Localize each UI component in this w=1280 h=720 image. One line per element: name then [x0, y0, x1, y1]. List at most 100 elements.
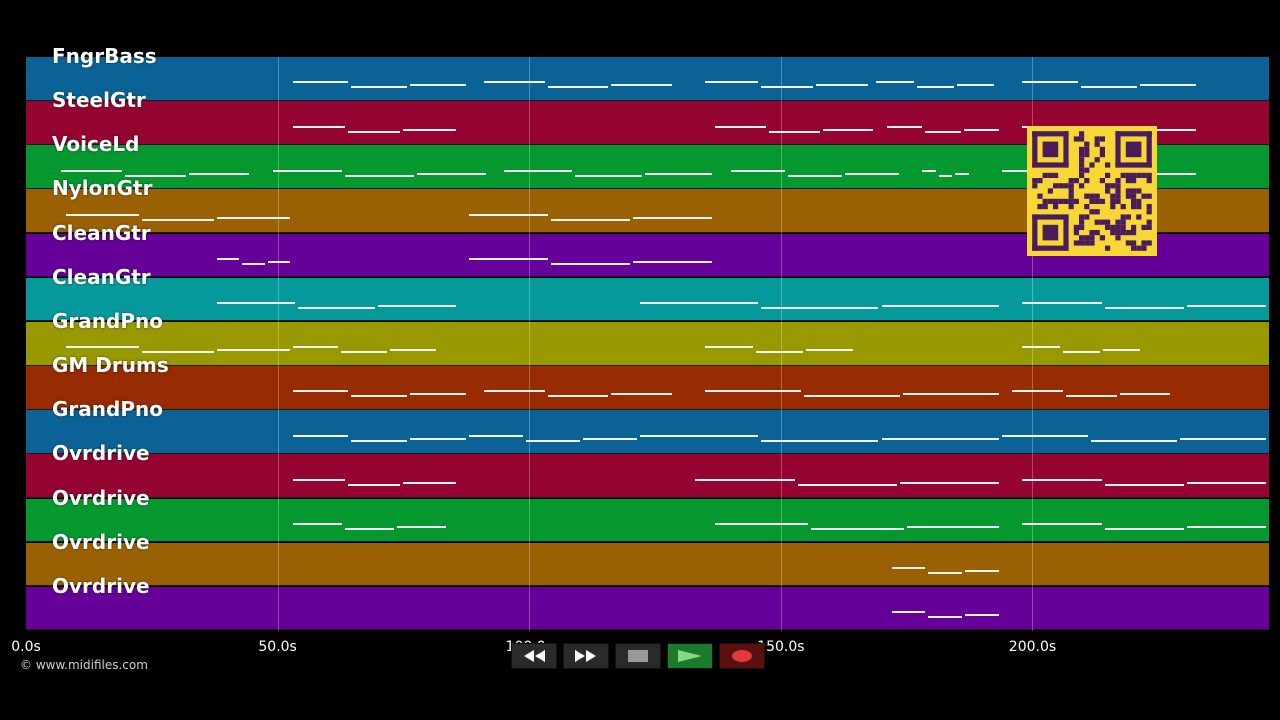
midi-note — [292, 434, 349, 437]
stop-button[interactable] — [615, 643, 661, 669]
midi-note — [1133, 172, 1196, 175]
midi-note — [1102, 349, 1141, 352]
track-label: FngrBass — [52, 44, 157, 68]
record-button[interactable] — [719, 643, 765, 669]
midi-note — [695, 478, 795, 481]
midi-note — [611, 393, 673, 396]
midi-note — [730, 169, 785, 172]
midi-note — [344, 174, 414, 177]
qr-code — [1027, 126, 1157, 256]
midi-note — [633, 216, 713, 219]
midi-note — [928, 616, 963, 619]
midi-note — [1139, 128, 1196, 131]
track-label: CleanGtr — [52, 264, 151, 289]
midi-note — [1139, 84, 1196, 87]
midi-note — [886, 125, 923, 128]
midi-note — [378, 305, 456, 308]
midi-note — [1186, 481, 1266, 484]
track-lane[interactable] — [26, 498, 1269, 543]
midi-note — [891, 611, 926, 614]
track-lane[interactable] — [26, 57, 1269, 101]
time-gridline — [1032, 57, 1034, 631]
time-tick-label: 50.0s — [258, 639, 297, 655]
track-lane[interactable] — [26, 542, 1269, 587]
midi-note — [916, 86, 954, 89]
midi-note — [1186, 305, 1266, 308]
time-tick-label: 200.0s — [1008, 639, 1057, 655]
midi-note — [611, 84, 673, 87]
midi-note — [1104, 483, 1184, 486]
midi-note — [891, 567, 926, 570]
midi-note — [351, 439, 408, 442]
midi-note — [242, 262, 265, 265]
midi-note — [217, 302, 295, 305]
midi-note — [396, 525, 446, 528]
midi-note — [705, 81, 758, 84]
midi-note — [1062, 351, 1100, 354]
stop-icon — [628, 650, 648, 662]
midi-note — [348, 483, 401, 486]
track-lane[interactable] — [26, 454, 1269, 498]
midi-note — [797, 483, 897, 486]
midi-note — [963, 128, 1000, 131]
play-button[interactable] — [667, 643, 713, 669]
track-lane[interactable] — [26, 586, 1269, 631]
midi-note — [403, 128, 456, 131]
midi-note — [1180, 437, 1266, 440]
midi-note — [1081, 86, 1137, 89]
rewind-button[interactable] — [511, 643, 557, 669]
fast-forward-icon — [575, 650, 596, 662]
midi-note — [876, 81, 914, 84]
midi-note — [61, 169, 122, 172]
midi-note — [1186, 525, 1266, 528]
midi-note — [1022, 302, 1102, 305]
midi-note — [881, 437, 1000, 440]
copyright-text: © www.midifiles.com — [20, 658, 148, 672]
midi-note — [1022, 81, 1079, 84]
midi-note — [639, 434, 758, 437]
midi-note — [351, 395, 408, 398]
fast-forward-button[interactable] — [563, 643, 609, 669]
track-lane[interactable] — [26, 277, 1269, 322]
time-tick-label: 0.0s — [11, 639, 41, 655]
track-lane[interactable] — [26, 366, 1269, 410]
midi-note — [705, 346, 753, 349]
midi-note — [267, 260, 290, 263]
track-label: SteelGtr — [52, 88, 146, 113]
time-gridline — [780, 57, 782, 631]
midi-note — [787, 174, 842, 177]
track-label: Ovrdrive — [52, 529, 150, 554]
midi-note — [1104, 527, 1184, 530]
midi-note — [574, 174, 642, 177]
midi-note — [639, 302, 758, 305]
midi-note — [66, 213, 139, 216]
midi-note — [938, 174, 953, 177]
midi-note — [188, 172, 250, 175]
rewind-icon — [524, 650, 545, 662]
time-gridline — [529, 57, 531, 631]
midi-note — [292, 390, 349, 393]
midi-note — [881, 305, 1000, 308]
midi-note — [141, 218, 215, 221]
midi-note — [410, 393, 466, 396]
midi-note — [925, 130, 961, 133]
midi-note — [504, 169, 572, 172]
midi-note — [1104, 307, 1184, 310]
midi-note — [297, 307, 376, 310]
track-lane[interactable] — [26, 410, 1269, 454]
midi-note — [551, 262, 631, 265]
midi-note — [483, 390, 545, 393]
midi-note — [272, 169, 342, 172]
midi-note — [760, 439, 879, 442]
midi-note — [468, 213, 549, 216]
track-label: CleanGtr — [52, 220, 151, 245]
midi-note — [416, 172, 486, 175]
track-lane[interactable] — [26, 321, 1269, 366]
midi-note — [956, 84, 995, 87]
midi-note — [906, 525, 1000, 528]
midi-note — [525, 439, 580, 442]
midi-note — [769, 130, 820, 133]
record-icon — [732, 650, 752, 662]
midi-note — [806, 349, 854, 352]
midi-note — [292, 81, 349, 84]
